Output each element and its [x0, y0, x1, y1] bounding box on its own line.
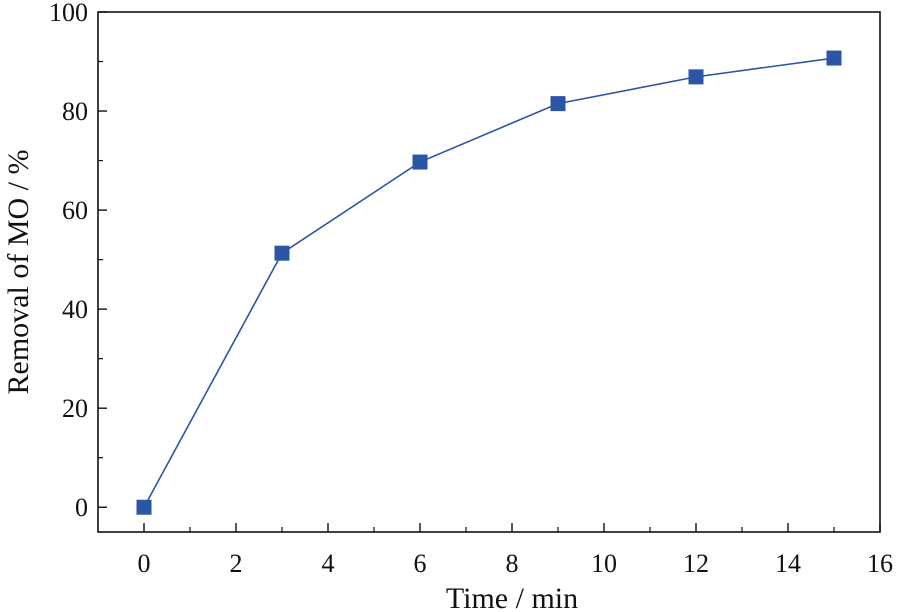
- data-point: [274, 245, 290, 261]
- y-tick-label: 20: [62, 394, 88, 423]
- x-tick-label: 10: [591, 549, 617, 578]
- data-point: [550, 96, 566, 112]
- y-tick-label: 100: [49, 0, 88, 27]
- x-tick-label: 6: [414, 549, 427, 578]
- axis-ticks: [98, 11, 881, 532]
- x-axis-title: Time / min: [446, 582, 578, 612]
- x-tick-label: 8: [506, 549, 519, 578]
- x-tick-label: 16: [867, 549, 893, 578]
- data-point: [826, 50, 842, 66]
- x-tick-label: 14: [775, 549, 801, 578]
- x-tick-label: 12: [683, 549, 709, 578]
- x-tick-label: 4: [322, 549, 335, 578]
- plot-frame: [97, 11, 881, 533]
- y-tick-label: 80: [62, 97, 88, 126]
- data-point: [412, 154, 428, 170]
- tick-labels: 0 2 4 6 8 10 12 14 16 0 20 40 60 80 100: [49, 0, 893, 578]
- x-tick-label: 2: [230, 549, 243, 578]
- y-tick-label: 60: [62, 196, 88, 225]
- y-axis-title: Removal of MO / %: [2, 150, 35, 395]
- y-tick-label: 40: [62, 295, 88, 324]
- series-group: [136, 50, 842, 515]
- series-line: [143, 57, 835, 508]
- data-point: [136, 499, 152, 515]
- y-tick-label: 0: [75, 493, 88, 522]
- data-point: [688, 69, 704, 85]
- x-tick-label: 0: [138, 549, 151, 578]
